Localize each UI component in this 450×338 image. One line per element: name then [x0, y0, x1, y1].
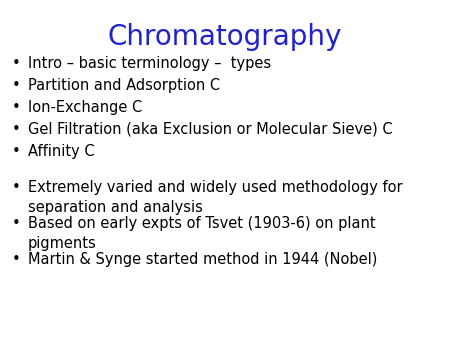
Text: Affinity C: Affinity C: [28, 144, 94, 159]
Text: Partition and Adsorption C: Partition and Adsorption C: [28, 78, 220, 93]
Text: •: •: [12, 56, 21, 71]
Text: •: •: [12, 252, 21, 267]
Text: Based on early expts of Tsvet (1903-6) on plant
pigments: Based on early expts of Tsvet (1903-6) o…: [28, 216, 376, 251]
Text: •: •: [12, 216, 21, 231]
Text: Extremely varied and widely used methodology for
separation and analysis: Extremely varied and widely used methodo…: [28, 180, 403, 215]
Text: •: •: [12, 122, 21, 137]
Text: •: •: [12, 100, 21, 115]
Text: •: •: [12, 144, 21, 159]
Text: •: •: [12, 78, 21, 93]
Text: •: •: [12, 180, 21, 195]
Text: Martin & Synge started method in 1944 (Nobel): Martin & Synge started method in 1944 (N…: [28, 252, 378, 267]
Text: Ion-Exchange C: Ion-Exchange C: [28, 100, 142, 115]
Text: Chromatography: Chromatography: [108, 23, 342, 51]
Text: Gel Filtration (aka Exclusion or Molecular Sieve) C: Gel Filtration (aka Exclusion or Molecul…: [28, 122, 392, 137]
Text: Intro – basic terminology –  types: Intro – basic terminology – types: [28, 56, 271, 71]
